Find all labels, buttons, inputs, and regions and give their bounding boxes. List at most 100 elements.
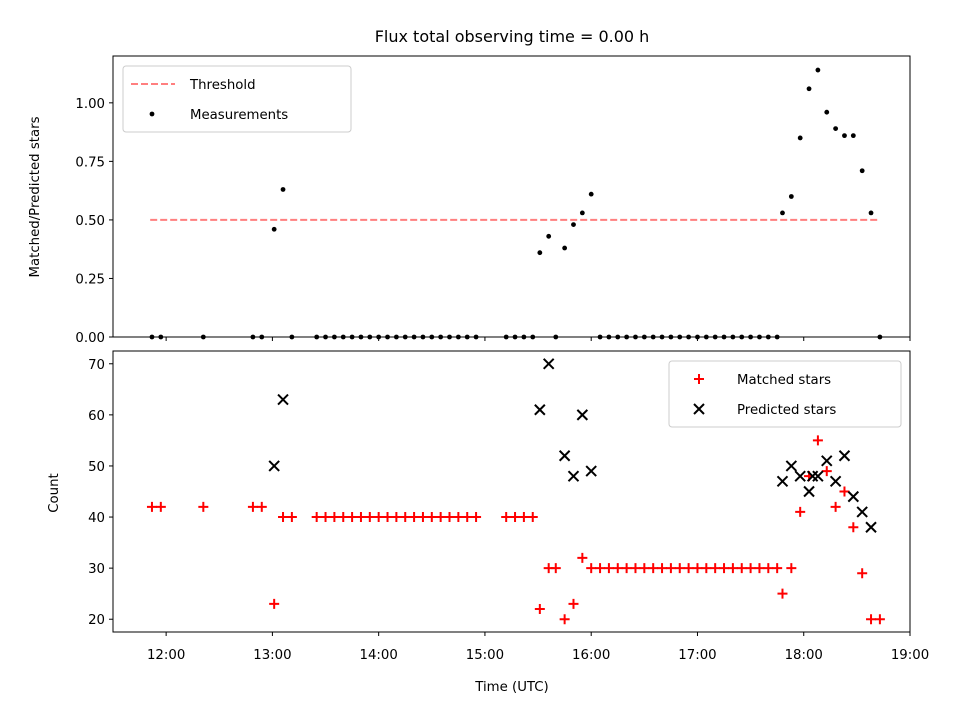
matched-star-point xyxy=(329,512,340,523)
measurement-point xyxy=(815,67,821,73)
bottom-plot-frame xyxy=(112,350,911,633)
predicted-star-point xyxy=(277,393,289,406)
matched-star-point xyxy=(444,512,455,523)
predicted-star-point xyxy=(821,455,833,467)
matched-star-point xyxy=(612,563,623,574)
matched-star-point xyxy=(247,501,258,512)
matched-star-point xyxy=(417,512,428,523)
predicted-star-point xyxy=(803,485,815,498)
matched-star-point xyxy=(595,563,606,574)
top-y-tick-label: 1.00 xyxy=(75,97,105,112)
matched-star-point xyxy=(269,598,280,609)
matched-star-point xyxy=(286,512,297,523)
bottom-x-tick-label: 14:00 xyxy=(360,648,398,663)
legend-threshold-label: Threshold xyxy=(189,78,256,93)
matched-star-point xyxy=(347,512,358,523)
matched-star-point xyxy=(754,563,765,574)
bottom-legend: Matched stars Predicted stars xyxy=(668,360,902,428)
measurement-point xyxy=(788,194,794,199)
matched-star-point xyxy=(795,506,806,517)
measurement-point xyxy=(859,168,865,174)
matched-star-point xyxy=(568,598,579,609)
matched-star-point xyxy=(382,512,393,523)
top-y-tick-label: 0.25 xyxy=(75,272,105,287)
measurement-point xyxy=(797,135,803,141)
predicted-star-point xyxy=(567,470,580,482)
matched-star-point xyxy=(510,512,521,523)
measurement-point xyxy=(833,126,839,131)
bottom-y-tick-label: 30 xyxy=(88,562,105,577)
predicted-star-point xyxy=(829,475,842,487)
matched-star-point xyxy=(745,563,756,574)
matched-star-point xyxy=(866,614,877,625)
matched-star-point xyxy=(453,512,464,523)
matched-star-point xyxy=(256,501,267,512)
matched-star-point xyxy=(710,563,721,574)
matched-star-point xyxy=(338,512,349,523)
predicted-star-point xyxy=(576,409,589,421)
matched-star-point xyxy=(400,512,411,523)
matched-star-point xyxy=(198,501,209,512)
matched-star-point xyxy=(665,563,676,574)
matched-star-point xyxy=(630,563,641,574)
bottom-x-tick-label: 12:00 xyxy=(147,648,185,663)
matched-star-point xyxy=(534,604,545,615)
bottom-x-tick-label: 15:00 xyxy=(466,648,504,663)
matched-star-point xyxy=(857,568,868,579)
measurement-point xyxy=(271,226,277,232)
matched-star-point xyxy=(639,563,650,574)
legend-predicted-label: Predicted stars xyxy=(737,403,836,418)
top-chart-title: Flux total observing time = 0.00 h xyxy=(375,27,650,46)
matched-star-point xyxy=(559,614,570,625)
top-plot-area: 0.00 0.25 0.50 0.75 1.00 Threshold Measurement… xyxy=(75,55,911,346)
matched-star-point xyxy=(426,512,437,523)
predicted-star-point xyxy=(847,490,860,503)
bottom-legend-box xyxy=(668,360,902,428)
predicted-star-point xyxy=(794,470,806,482)
measurement-point xyxy=(850,133,856,139)
matched-star-point xyxy=(146,501,157,512)
predicted-star-point xyxy=(534,404,546,416)
matched-star-point xyxy=(155,501,166,512)
matched-star-point xyxy=(518,512,529,523)
legend-measurements-label: Measurements xyxy=(190,108,288,123)
predicted-star-point xyxy=(542,358,555,370)
top-legend: Threshold Measurements xyxy=(122,65,352,133)
bottom-x-tick-label: 17:00 xyxy=(678,648,716,663)
measurement-point xyxy=(546,233,552,239)
matched-star-point xyxy=(409,512,420,523)
matched-star-point xyxy=(550,563,561,574)
measurement-point xyxy=(571,222,576,228)
bottom-x-tick-label: 16:00 xyxy=(572,648,610,663)
matched-star-point xyxy=(320,512,331,523)
matched-star-point xyxy=(777,588,788,599)
measurement-point xyxy=(562,245,568,251)
matched-star-point xyxy=(839,486,850,497)
measurement-point xyxy=(579,210,585,216)
measurement-point xyxy=(780,210,785,216)
measurement-point xyxy=(868,210,874,216)
bottom-y-tick-label: 70 xyxy=(88,358,105,373)
bottom-y-tick-label: 60 xyxy=(88,409,105,424)
predicted-star-point xyxy=(856,506,868,518)
matched-star-point xyxy=(621,563,632,574)
matched-star-point xyxy=(355,512,366,523)
matched-star-point xyxy=(763,563,774,574)
bottom-x-tick-label: 13:00 xyxy=(253,648,291,663)
matched-star-point xyxy=(701,563,712,574)
matched-star-point xyxy=(848,522,859,533)
matched-star-point xyxy=(462,512,473,523)
predicted-star-point xyxy=(838,450,851,462)
matched-star-point xyxy=(501,512,512,523)
bottom-y-tick-label: 20 xyxy=(88,613,105,628)
bottom-y-tick-label: 50 xyxy=(88,460,105,475)
top-y-axis-label: Matched/Predicted stars xyxy=(28,116,43,277)
matched-star-point xyxy=(311,512,322,523)
bottom-x-tick-label: 19:00 xyxy=(891,648,929,663)
matched-star-point xyxy=(527,512,538,523)
predicted-star-point xyxy=(865,521,877,533)
matched-star-point xyxy=(657,563,668,574)
predicted-star-point xyxy=(812,470,824,482)
measurement-point xyxy=(280,187,286,192)
